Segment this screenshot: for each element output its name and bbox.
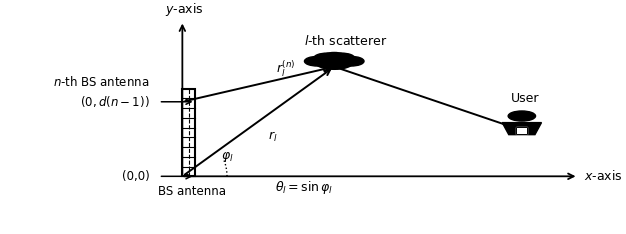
- Circle shape: [508, 111, 536, 121]
- Bar: [516, 128, 527, 134]
- Circle shape: [315, 55, 353, 69]
- Text: $x$-axis: $x$-axis: [585, 169, 623, 183]
- Text: (0,0): (0,0): [122, 170, 150, 183]
- Circle shape: [304, 56, 331, 66]
- Text: $\theta_l = \sin \varphi_l$: $\theta_l = \sin \varphi_l$: [275, 179, 333, 195]
- Text: $\varphi_l$: $\varphi_l$: [221, 150, 233, 164]
- Text: BS antenna: BS antenna: [158, 185, 226, 198]
- Text: User: User: [511, 92, 539, 105]
- Text: $r_l$: $r_l$: [269, 130, 278, 144]
- Circle shape: [328, 53, 354, 63]
- Text: $y$-axis: $y$-axis: [165, 1, 203, 18]
- Circle shape: [338, 56, 364, 66]
- Polygon shape: [502, 123, 541, 135]
- Bar: [182, 89, 195, 176]
- Text: $l$-th scatterer: $l$-th scatterer: [304, 34, 388, 48]
- Text: $n$-th BS antenna: $n$-th BS antenna: [53, 75, 150, 89]
- Text: $(0,d(n-1))$: $(0,d(n-1))$: [80, 94, 150, 109]
- Text: $r_l^{(n)}$: $r_l^{(n)}$: [276, 58, 295, 79]
- Circle shape: [314, 53, 340, 63]
- Circle shape: [322, 52, 346, 61]
- Bar: [516, 128, 527, 134]
